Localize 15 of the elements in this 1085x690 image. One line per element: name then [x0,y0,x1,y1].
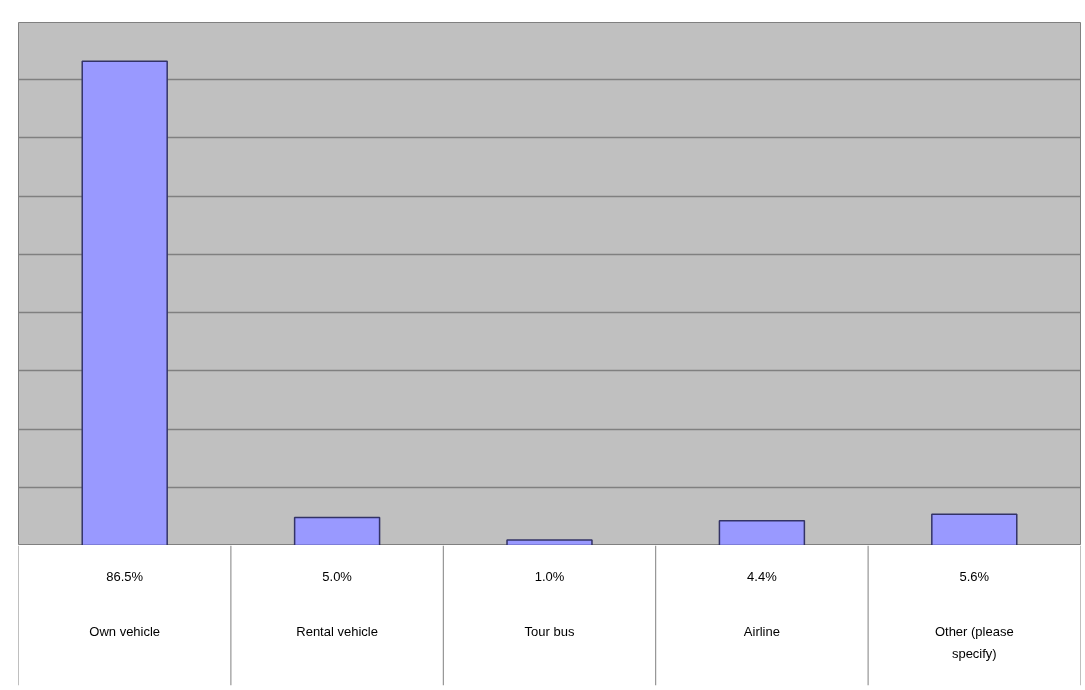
bar [81,60,168,545]
bar [506,539,593,545]
x-tick-label: Own vehicle [89,623,161,639]
bar [718,520,806,545]
bar [931,513,1018,545]
data-label: 86.5% [106,568,144,584]
x-tick-label: Airline [743,623,780,639]
x-tick-label: Tour bus [524,623,575,639]
data-label: 5.0% [322,568,353,584]
x-tick-label: Other (please specify) [934,623,1014,662]
data-label: 4.4% [747,568,778,584]
data-label: 1.0% [534,568,565,584]
x-tick-label: Rental vehicle [296,623,378,639]
data-label: 5.6% [959,568,990,584]
bar [293,516,381,545]
